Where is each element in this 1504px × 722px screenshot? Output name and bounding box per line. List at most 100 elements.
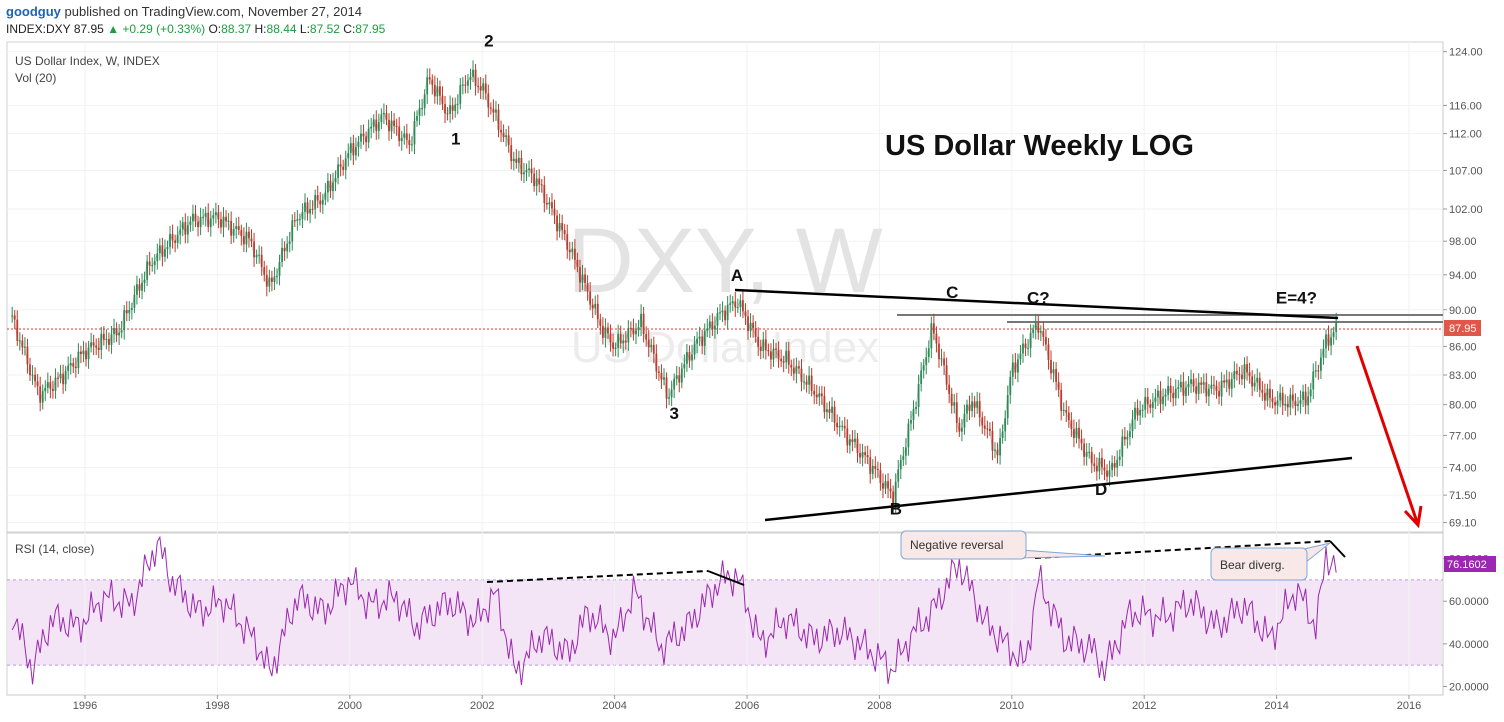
candle-body xyxy=(352,143,355,156)
candles-layer xyxy=(11,60,1338,514)
candle-body xyxy=(270,277,273,282)
candle-body xyxy=(418,108,421,117)
candle-body xyxy=(64,370,67,385)
close-value: 87.95 xyxy=(355,22,386,36)
candle-body xyxy=(1241,374,1243,380)
candle-body xyxy=(553,208,556,216)
candle-body xyxy=(1289,394,1292,408)
triangle-upper-trendline[interactable] xyxy=(734,288,1339,320)
price-tick-label: 86.00 xyxy=(1449,341,1477,353)
candle-body xyxy=(181,222,184,230)
candle-body xyxy=(423,94,426,109)
candle-body xyxy=(265,274,268,287)
candle-body xyxy=(938,343,940,360)
candle-body xyxy=(370,126,373,129)
candle-body xyxy=(148,261,151,266)
candle-body xyxy=(319,200,322,205)
triangle-lower-trendline[interactable] xyxy=(764,456,1353,522)
candle-body xyxy=(568,249,571,253)
candle-body xyxy=(1297,404,1299,407)
time-tick-label: 2014 xyxy=(1264,700,1288,712)
candle-body xyxy=(823,396,826,413)
candle-body xyxy=(255,255,258,258)
candle-body xyxy=(1205,382,1208,397)
candle-body xyxy=(1200,382,1203,385)
candle-body xyxy=(87,347,90,360)
price-axis[interactable]: 124.00 116.00 112.00 107.00 102.00 98.00 94.00… xyxy=(1443,47,1483,530)
chart-title: US Dollar Weekly LOG xyxy=(885,130,1194,162)
wave-label: C xyxy=(946,283,958,302)
candle-body xyxy=(46,382,49,388)
candle-body xyxy=(752,322,755,329)
candle-body xyxy=(176,234,179,243)
candle-body xyxy=(999,438,1001,456)
candle-body xyxy=(607,327,609,334)
candle-body xyxy=(411,144,413,146)
wave-label: 1 xyxy=(451,130,460,149)
candle-body xyxy=(67,365,70,371)
candle-body xyxy=(311,208,314,210)
candle-body xyxy=(130,307,133,310)
candle-body xyxy=(1213,384,1215,386)
candle-body xyxy=(403,133,406,138)
rsi-divergence-line-left xyxy=(486,570,709,583)
candle-body xyxy=(1116,459,1119,468)
candle-body xyxy=(927,348,930,357)
candle-body xyxy=(714,325,716,330)
candle-body xyxy=(818,393,821,398)
candle-body xyxy=(125,310,128,314)
candle-body xyxy=(192,213,194,222)
candle-body xyxy=(935,333,938,344)
candle-body xyxy=(576,259,579,268)
candle-body xyxy=(525,170,528,173)
candle-body xyxy=(1047,344,1050,361)
candle-body xyxy=(227,220,230,222)
candle-body xyxy=(390,120,393,132)
candle-body xyxy=(614,347,617,349)
candle-body xyxy=(245,231,248,245)
projection-arrow[interactable] xyxy=(1355,345,1423,529)
candle-body xyxy=(1121,436,1124,457)
candle-body xyxy=(1218,390,1220,397)
candle-body xyxy=(716,313,719,326)
candle-body xyxy=(910,419,912,424)
time-axis[interactable]: 1996 1998 2000 2002 2004 2006 2008 2010 2012 2014… xyxy=(73,695,1421,712)
price-tick-label: 69.10 xyxy=(1449,518,1477,530)
candle-body xyxy=(1271,398,1274,402)
candle-body xyxy=(904,447,907,456)
candle-body xyxy=(1261,389,1264,393)
callout-negative-reversal[interactable]: Negative reversal xyxy=(900,530,1106,560)
candle-body xyxy=(696,338,698,344)
candle-body xyxy=(1060,389,1063,411)
candle-body xyxy=(887,481,889,489)
candle-body xyxy=(566,234,569,250)
candle-body xyxy=(237,226,240,231)
callout-bear-divergence[interactable]: Bear diverg. xyxy=(1210,542,1331,581)
candle-body xyxy=(212,215,215,219)
candle-body xyxy=(138,284,141,291)
candle-body xyxy=(792,367,795,374)
candle-body xyxy=(365,136,367,143)
candle-body xyxy=(489,107,492,109)
candle-body xyxy=(235,226,238,230)
candle-body xyxy=(688,352,691,361)
candle-body xyxy=(953,402,956,406)
candle-body xyxy=(665,377,668,399)
candle-body xyxy=(556,215,558,232)
candle-body xyxy=(973,401,976,408)
candle-body xyxy=(105,338,108,340)
candle-body xyxy=(629,328,632,330)
candle-body xyxy=(120,330,123,333)
candle-body xyxy=(581,274,584,283)
candle-body xyxy=(1197,382,1200,394)
candle-body xyxy=(1113,462,1116,468)
candle-body xyxy=(1269,388,1271,399)
rsi-value-badge: 76.1602 xyxy=(1444,556,1496,572)
candle-body xyxy=(790,364,793,368)
candle-body xyxy=(686,352,688,364)
candle-body xyxy=(39,386,42,403)
candle-body xyxy=(803,381,805,383)
author-name[interactable]: goodguy xyxy=(6,4,61,19)
